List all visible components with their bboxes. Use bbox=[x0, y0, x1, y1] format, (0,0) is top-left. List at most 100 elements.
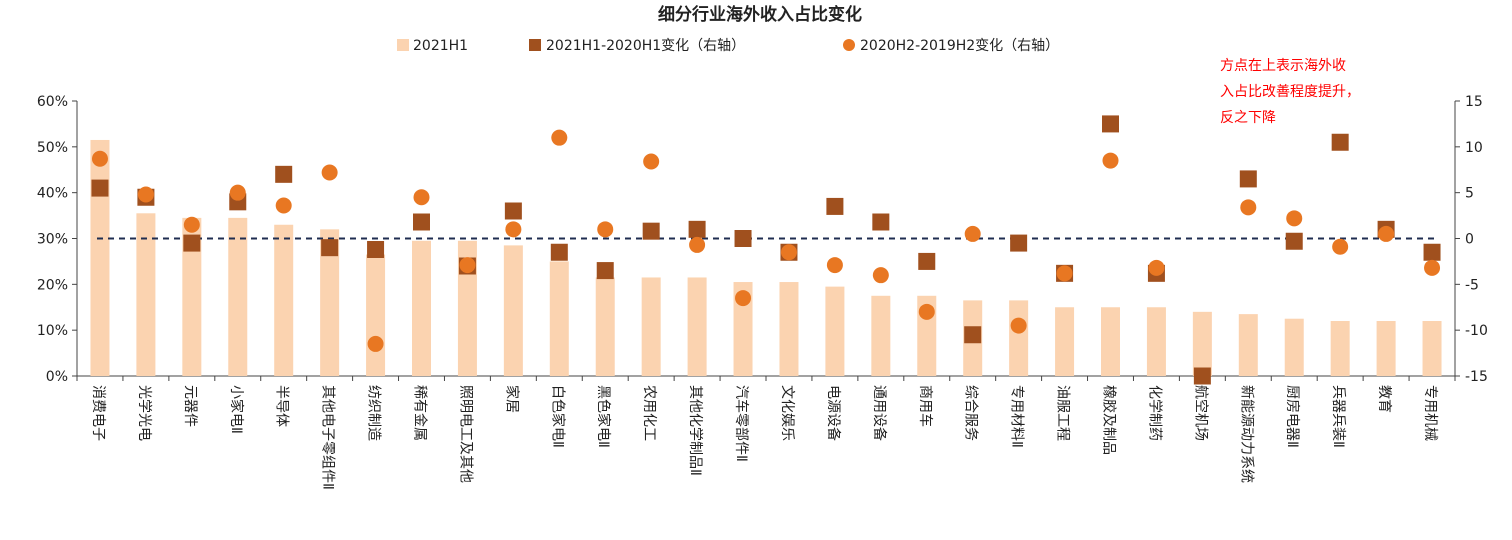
category-label: 商用车 bbox=[917, 385, 934, 427]
square-point bbox=[321, 239, 339, 257]
circle-point bbox=[367, 335, 384, 352]
circle-point bbox=[1148, 259, 1165, 276]
category-label: 油服工程 bbox=[1055, 385, 1071, 441]
category-label: 专用材料Ⅱ bbox=[1009, 385, 1025, 448]
square-point bbox=[183, 234, 201, 252]
circle-point bbox=[1286, 210, 1303, 227]
circle-point bbox=[137, 186, 154, 203]
category-label: 文化娱乐 bbox=[779, 385, 795, 441]
category-label: 航空机场 bbox=[1192, 385, 1208, 441]
category-label: 专用机械 bbox=[1422, 385, 1438, 441]
category-label: 厨房电器Ⅱ bbox=[1284, 385, 1300, 448]
bar bbox=[228, 217, 248, 376]
bar bbox=[595, 277, 615, 376]
circle-point bbox=[183, 216, 200, 233]
annotation-line-2: 入占比改善程度提升， bbox=[1220, 84, 1360, 100]
category-label: 白色家电Ⅱ bbox=[549, 385, 566, 448]
left-tick-label: 0% bbox=[46, 369, 68, 385]
category-label: 小家电Ⅱ bbox=[228, 385, 245, 434]
category-label: 其他电子零组件Ⅱ bbox=[320, 385, 336, 490]
right-tick-label: 10 bbox=[1465, 140, 1483, 156]
circle-point bbox=[321, 164, 338, 181]
circle-point bbox=[91, 150, 108, 167]
square-point bbox=[872, 213, 890, 231]
right-tick-label: -5 bbox=[1465, 277, 1479, 293]
category-label: 新能源动力系统 bbox=[1238, 385, 1254, 483]
bar bbox=[1238, 314, 1258, 376]
square-point bbox=[642, 222, 660, 240]
right-tick-label: 15 bbox=[1465, 94, 1483, 110]
bar bbox=[871, 295, 891, 376]
legend-swatch-bar bbox=[397, 39, 409, 51]
right-tick-label: -10 bbox=[1465, 323, 1488, 339]
circle-series bbox=[91, 129, 1441, 352]
square-point bbox=[275, 165, 293, 183]
square-point bbox=[91, 179, 109, 197]
circle-point bbox=[1332, 238, 1349, 255]
square-point bbox=[1010, 234, 1028, 252]
circle-point bbox=[1102, 152, 1119, 169]
category-labels: 消费电子 光学光电 元器件 小家电Ⅱ 半导体 其他电子零组件Ⅱ 纺织制造 稀有金属 照明电工及其… bbox=[90, 385, 1438, 490]
category-label: 纺织制造 bbox=[366, 385, 382, 441]
category-label: 家居 bbox=[503, 385, 520, 413]
left-tick-label: 60% bbox=[37, 94, 68, 110]
circle-point bbox=[1378, 225, 1395, 242]
square-point bbox=[1423, 243, 1441, 261]
circle-point bbox=[597, 221, 614, 238]
bar bbox=[90, 139, 110, 376]
legend-label-bar: 2021H1 bbox=[413, 38, 468, 54]
square-point bbox=[964, 326, 982, 344]
category-label: 兵器兵装Ⅱ bbox=[1330, 385, 1346, 448]
circle-point bbox=[643, 153, 660, 170]
category-label: 照明电工及其他 bbox=[457, 385, 473, 483]
bar bbox=[1284, 318, 1304, 376]
legend-swatch-circle bbox=[843, 39, 855, 51]
annotation-line-1: 方点在上表示海外收 bbox=[1220, 58, 1346, 74]
circle-point bbox=[1056, 265, 1073, 282]
square-point bbox=[918, 252, 936, 270]
annotation-line-3: 反之下降 bbox=[1220, 110, 1276, 126]
category-label: 元器件 bbox=[182, 385, 198, 427]
square-point bbox=[367, 241, 385, 258]
bar bbox=[1009, 300, 1029, 376]
category-label: 半导体 bbox=[274, 385, 290, 427]
circle-point bbox=[872, 267, 889, 284]
bar bbox=[1376, 321, 1396, 376]
bar bbox=[503, 245, 523, 376]
category-label: 化学制药 bbox=[1146, 385, 1162, 441]
circle-point bbox=[826, 257, 843, 274]
annotation: 方点在上表示海外收 入占比改善程度提升， 反之下降 bbox=[1220, 58, 1360, 126]
square-point bbox=[550, 243, 568, 261]
legend-label-square: 2021H1-2020H1变化（右轴） bbox=[546, 38, 745, 54]
circle-point bbox=[964, 225, 981, 242]
bar bbox=[825, 286, 845, 376]
category-label: 消费电子 bbox=[90, 385, 106, 441]
square-point bbox=[1331, 133, 1349, 151]
square-series bbox=[91, 115, 1441, 385]
category-label: 光学光电 bbox=[136, 385, 152, 441]
square-point bbox=[504, 202, 522, 220]
circle-point bbox=[459, 257, 476, 274]
bar bbox=[182, 217, 202, 376]
bar bbox=[779, 282, 799, 376]
bar bbox=[1146, 307, 1166, 376]
category-label: 汽车零部件Ⅱ bbox=[733, 385, 750, 462]
square-point bbox=[1239, 170, 1257, 188]
circle-point bbox=[735, 290, 752, 307]
bar bbox=[1055, 307, 1075, 376]
circle-point bbox=[1010, 317, 1027, 334]
category-label: 电源设备 bbox=[825, 385, 842, 441]
circle-point bbox=[505, 221, 522, 238]
circle-point bbox=[918, 303, 935, 320]
legend: 2021H1 2021H1-2020H1变化（右轴） 2020H2-2019H2… bbox=[397, 38, 1059, 54]
circle-point bbox=[780, 244, 797, 261]
legend-label-circle: 2020H2-2019H2变化（右轴） bbox=[860, 38, 1059, 54]
left-tick-label: 50% bbox=[37, 140, 68, 156]
square-point bbox=[734, 230, 752, 247]
circle-point bbox=[275, 197, 292, 214]
circle-point bbox=[1424, 259, 1441, 276]
square-point bbox=[688, 220, 706, 238]
bar bbox=[1330, 321, 1350, 376]
category-label: 综合服务 bbox=[963, 385, 979, 441]
